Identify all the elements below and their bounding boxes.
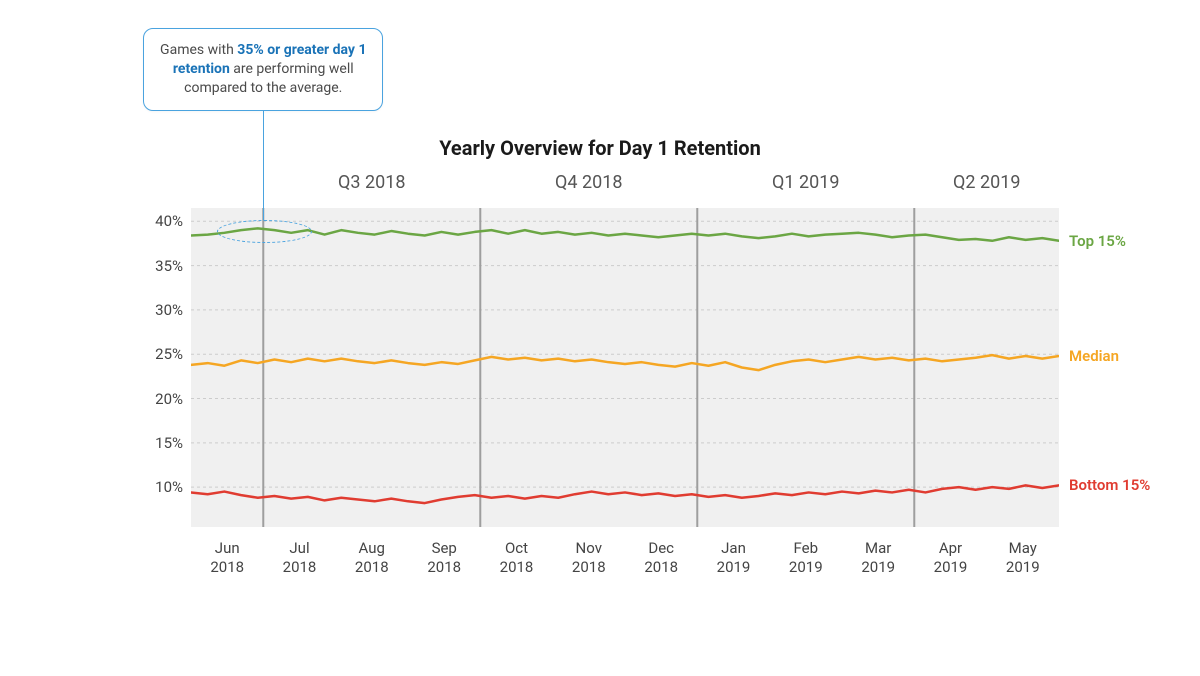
chart-title: Yearly Overview for Day 1 Retention: [0, 136, 1200, 160]
x-axis-tick-label: Nov2018: [572, 539, 606, 577]
annotation-leader-line: [263, 110, 264, 220]
chart-wrapper: Games with 35% or greater day 1 retentio…: [0, 0, 1200, 676]
y-axis-tick-label: 40%: [155, 212, 183, 230]
x-axis-tick-label: Oct2018: [500, 539, 534, 577]
x-axis-tick-label: Jan2019: [717, 539, 751, 577]
quarter-label: Q2 2019: [953, 172, 1020, 193]
x-axis-tick-label: Mar2019: [861, 539, 895, 577]
y-axis-tick-label: 25%: [155, 345, 183, 363]
x-axis-tick-label: Sep2018: [427, 539, 461, 577]
y-axis-tick-label: 20%: [155, 390, 183, 408]
y-axis-tick-label: 35%: [155, 257, 183, 275]
series-label: Top 15%: [1069, 232, 1126, 250]
x-axis-tick-label: Jun2018: [210, 539, 244, 577]
quarter-label: Q3 2018: [338, 172, 405, 193]
y-axis-tick-label: 10%: [155, 478, 183, 496]
quarter-label: Q1 2019: [772, 172, 839, 193]
callout-text-prefix: Games with: [160, 42, 237, 58]
x-axis-tick-label: Aug2018: [355, 539, 389, 577]
annotation-circle: [217, 220, 312, 243]
quarter-label: Q4 2018: [555, 172, 622, 193]
annotation-callout: Games with 35% or greater day 1 retentio…: [143, 28, 383, 111]
chart-plot-area: 10%15%20%25%30%35%40%Jun2018Jul2018Aug20…: [191, 208, 1059, 527]
y-axis-tick-label: 15%: [155, 434, 183, 452]
y-axis-tick-label: 30%: [155, 301, 183, 319]
x-axis-tick-label: Apr2019: [934, 539, 968, 577]
series-label: Bottom 15%: [1069, 476, 1150, 494]
x-axis-tick-label: Dec2018: [644, 539, 678, 577]
x-axis-tick-label: May2019: [1006, 539, 1040, 577]
chart-svg: [191, 208, 1059, 527]
series-label: Median: [1069, 347, 1119, 365]
x-axis-tick-label: Feb2019: [789, 539, 823, 577]
x-axis-tick-label: Jul2018: [283, 539, 317, 577]
